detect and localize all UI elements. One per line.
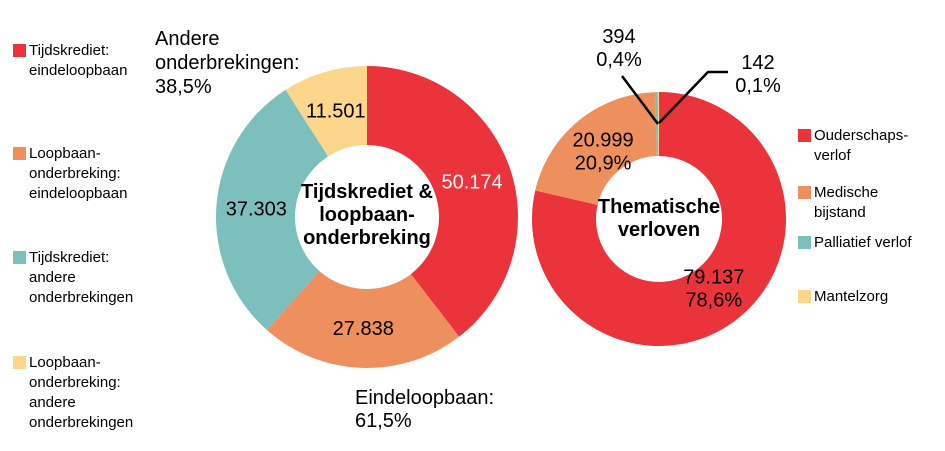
legend-item-tijdskrediet-: Tijdskrediet: eindeloopbaan: [13, 41, 127, 81]
left-donut-title: Tijdskrediet & loopbaan- onderbreking: [247, 181, 487, 250]
legend-swatch-orange: [13, 147, 26, 160]
title-line: Thematische: [597, 196, 721, 218]
callout-percent: 0,4%: [596, 49, 642, 71]
legend-item-tijdskrediet-: Tijdskrediet: andere onderbrekingen: [13, 248, 133, 308]
legend-label-line: Tijdskrediet:: [29, 249, 110, 266]
right-donut-title: Thematische verloven: [539, 196, 779, 242]
donut-slices-layer: [215, 66, 786, 368]
legend-label: Tijdskrediet: andere onderbrekingen: [29, 248, 133, 308]
leader-line-palliatief-verlof: [621, 75, 659, 125]
tijdskrediet-loopbaanonderbreking-slice-loopbaanonderbreking-eindeloopbaan: [267, 270, 460, 368]
title-line: verloven: [617, 219, 701, 241]
legend-label-line: andere: [29, 269, 76, 286]
annotation-line: 61,5%: [355, 410, 412, 432]
legend-label-line: eindeloopbaan: [29, 185, 128, 202]
donut-slice-labels-layer: 50.174 27.838 37.303 11.501 79.137 78,6% 20.99…: [226, 100, 745, 339]
callout-value: 394: [602, 26, 636, 48]
annotation-eindeloopbaan: Eindeloopbaan: 61,5%: [355, 387, 494, 433]
thematische-verloven-slice-medische-bijstand: [535, 92, 657, 205]
legend-label-line: Loopbaan-: [29, 145, 101, 162]
legend-label-line: bijstand: [814, 204, 866, 221]
callout-label-palliatief-verlof: 394 0,4%: [569, 26, 669, 72]
legend-item-medische: Medische bijstand: [798, 183, 878, 223]
annotation-line: Andere: [155, 28, 220, 50]
legend-label-line: andere: [29, 394, 76, 411]
legend-label-line: Palliatief verlof: [814, 234, 912, 251]
legend-swatch-teal: [798, 236, 811, 249]
legend-item-loopbaan-: Loopbaan-onderbreking: eindeloopbaan: [13, 144, 127, 204]
legend-swatch-yellow: [13, 356, 26, 369]
legend-swatch-yellow: [798, 290, 811, 303]
title-line: loopbaan-: [319, 204, 415, 226]
legend-swatch-orange: [798, 186, 811, 199]
thematische-verloven-slice-ouderschapsverlof: [532, 92, 786, 346]
thematische-verloven-slice-mantelzorg: [657, 92, 659, 157]
annotation-line: 38,5%: [155, 76, 212, 98]
tijdskrediet-loopbaanonderbreking-value-label-loopbaanonderbreking-eindeloopbaan: 27.838: [333, 318, 394, 340]
callout-leader-lines-layer: [621, 70, 728, 125]
leader-line-mantelzorg: [658, 70, 728, 124]
tijdskrediet-loopbaanonderbreking-slice-tijdskrediet-andere: [215, 89, 329, 331]
legend-label-line: onderbrekingen: [29, 414, 134, 431]
legend-label-line: Mantelzorg: [814, 288, 889, 305]
annotation-line: onderbrekingen:: [155, 52, 300, 74]
legend-swatch-red: [13, 44, 26, 57]
legend-label-line: eindeloopbaan: [29, 62, 128, 79]
legend-label: Loopbaan-onderbreking: andere onderbreking…: [29, 353, 133, 433]
tijdskrediet-loopbaanonderbreking-slice-loopbaanonderbreking-andere: [285, 66, 367, 157]
legend-item-mantelzorg: Mantelzorg: [798, 287, 888, 307]
legend-label-line: onderbreking:: [29, 374, 121, 391]
legend-label: Loopbaan-onderbreking: eindeloopbaan: [29, 144, 127, 204]
callout-percent: 0,1%: [735, 75, 781, 97]
legend-item-loopbaan-: Loopbaan-onderbreking: andere onderbreking…: [13, 353, 133, 433]
title-line: onderbreking: [303, 227, 431, 249]
tijdskrediet-loopbaanonderbreking-value-label-tijdskrediet-eindeloopbaan: 50.174: [442, 171, 503, 193]
legend-label: Mantelzorg: [814, 287, 888, 307]
tijdskrediet-loopbaanonderbreking-slice-tijdskrediet-eindeloopbaan: [367, 66, 518, 337]
legend-swatch-teal: [13, 251, 26, 264]
legend-label-line: onderbrekingen: [29, 289, 134, 306]
legend-label-line: onderbreking:: [29, 165, 121, 182]
title-line: Tijdskrediet &: [301, 181, 433, 203]
tijdskrediet-loopbaanonderbreking-value-label-tijdskrediet-andere: 37.303: [226, 198, 287, 220]
legend-label: Ouderschaps-verlof: [814, 126, 908, 166]
annotation-line: Eindeloopbaan:: [355, 387, 495, 409]
legend-label-line: Medische: [814, 184, 879, 201]
legend-label: Tijdskrediet: eindeloopbaan: [29, 41, 127, 81]
legend-swatch-red: [798, 129, 811, 142]
legend-label-line: Loopbaan-: [29, 354, 101, 371]
thematische-verloven-value-label-medische-bijstand: 20.999 20,9%: [572, 130, 633, 175]
legend-item-palliatief-verlof: Palliatief verlof: [798, 233, 912, 253]
legend-label: Palliatief verlof: [814, 233, 912, 253]
annotation-andere-onderbrekingen: Andere onderbrekingen: 38,5%: [155, 27, 300, 99]
thematische-verloven-value-label-ouderschapsverlof: 79.137 78,6%: [683, 266, 744, 311]
legend-item-ouderschaps-: Ouderschaps-verlof: [798, 126, 908, 166]
tijdskrediet-loopbaanonderbreking-value-label-loopbaanonderbreking-andere: 11.501: [306, 100, 366, 122]
legend-label-line: Tijdskrediet:: [29, 42, 110, 59]
legend-label-line: Ouderschaps-: [814, 127, 909, 144]
legend-label: Medische bijstand: [814, 183, 878, 223]
callout-label-mantelzorg: 142 0,1%: [708, 52, 808, 98]
callout-value: 142: [741, 52, 775, 74]
legend-label-line: verlof: [814, 147, 851, 164]
